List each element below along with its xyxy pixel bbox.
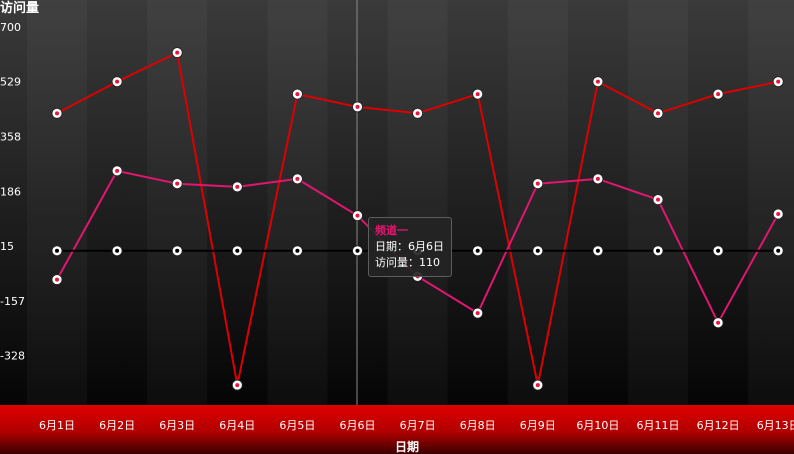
data-point-dot [175, 248, 180, 253]
x-tick-label: 6月4日 [219, 419, 255, 432]
data-point-dot [535, 383, 540, 388]
data-point-dot [776, 79, 781, 84]
data-point-dot [595, 176, 600, 181]
data-point-dot [55, 277, 59, 282]
x-axis-band [0, 405, 794, 454]
column-stripe [147, 0, 207, 405]
data-point-dot [656, 248, 660, 253]
data-point-dot [55, 111, 59, 116]
data-point-dot [656, 197, 660, 202]
data-point-dot [535, 181, 540, 186]
y-tick-label: 529 [0, 76, 21, 89]
column-stripe [27, 0, 87, 405]
x-tick-label: 6月3日 [159, 419, 195, 432]
x-tick-label: 6月12日 [697, 419, 740, 432]
y-tick-label: 15 [0, 240, 14, 253]
data-point-dot [595, 248, 600, 253]
x-tick-label: 6月7日 [400, 419, 436, 432]
data-point-dot [776, 248, 781, 253]
data-point-dot [175, 50, 180, 55]
data-point-dot [295, 92, 300, 97]
tooltip-date: 日期：6月6日 [375, 240, 444, 253]
data-point-dot [716, 248, 721, 253]
y-axis-title: 访问量 [0, 0, 39, 16]
tooltip-value: 访问量：110 [375, 256, 440, 269]
data-point-dot [475, 92, 480, 97]
data-point-dot [535, 248, 540, 253]
y-tick-label: -157 [0, 295, 25, 308]
y-tick-label: -328 [0, 350, 25, 363]
x-tick-label: 6月6日 [340, 419, 376, 432]
x-axis-ticks: 6月1日 6月2日 6月3日 6月4日 6月5日 6月6日 6月7日 6月8日 6月9日 6月10… [39, 419, 794, 432]
data-point-dot [115, 168, 120, 173]
column-stripe [508, 0, 568, 405]
data-point-dot [355, 213, 360, 218]
data-point-dot [355, 248, 360, 253]
column-stripe [748, 0, 794, 405]
data-point-dot [595, 79, 600, 84]
column-stripe [267, 0, 327, 405]
y-tick-label: 700 [0, 21, 21, 34]
data-point-dot [235, 383, 240, 388]
data-point-dot [475, 311, 480, 316]
data-point-dot [175, 181, 180, 186]
tooltip: 频道一 日期：6月6日 访问量：110 [368, 217, 452, 277]
column-stripe [388, 0, 448, 405]
data-point-dot [295, 176, 300, 181]
x-axis-title: 日期 [395, 439, 419, 454]
data-point-dot [776, 212, 781, 217]
data-point-dot [355, 104, 360, 109]
data-point-dot [115, 248, 120, 253]
x-tick-label: 6月11日 [637, 419, 680, 432]
x-tick-label: 6月2日 [99, 419, 135, 432]
data-point-dot [235, 184, 240, 189]
data-point-dot [656, 111, 660, 116]
data-point-dot [716, 320, 721, 325]
y-tick-label: 358 [0, 130, 21, 143]
x-tick-label: 6月1日 [39, 419, 75, 432]
x-tick-label: 6月8日 [460, 419, 496, 432]
data-point-dot [415, 111, 420, 116]
x-tick-label: 6月10日 [576, 419, 619, 432]
data-point-dot [235, 248, 240, 253]
data-point-dot [295, 248, 300, 253]
tooltip-series-name: 频道一 [375, 224, 408, 237]
x-tick-label: 6月5日 [279, 419, 315, 432]
y-axis-ticks: 700 529 358 186 15 -157 -328 [0, 21, 25, 363]
data-point-dot [55, 248, 59, 253]
data-point-dot [475, 248, 480, 253]
x-tick-label: 6月9日 [520, 419, 556, 432]
data-point-dot [115, 79, 120, 84]
data-point-dot [716, 92, 721, 97]
y-tick-label: 186 [0, 185, 21, 198]
